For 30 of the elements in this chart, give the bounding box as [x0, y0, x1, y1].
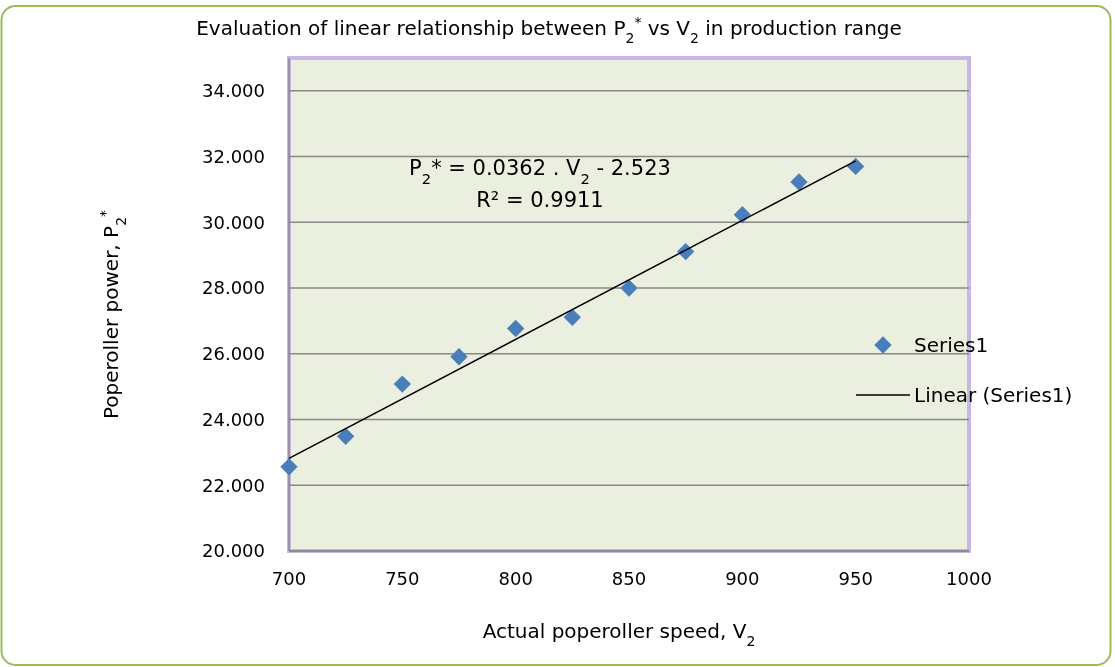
point	[450, 348, 468, 366]
point	[337, 427, 355, 445]
point	[280, 458, 298, 476]
point	[790, 173, 808, 191]
point	[620, 279, 638, 297]
annotation: R² = 0.9911	[476, 188, 604, 212]
x-axis-title: Actual poperoller speed, V$_{2}$	[482, 619, 756, 649]
x-tick-label: 950	[838, 568, 873, 589]
point	[393, 375, 411, 393]
x-tick-label: 850	[611, 568, 647, 589]
x-tick-label: 700	[271, 568, 307, 589]
y-tick-label: 34.000	[202, 80, 265, 102]
x-tick-label: 900	[725, 568, 760, 589]
y-tick-label: 24.000	[202, 408, 265, 430]
annotation: P$_{2}$* = 0.0362 . V$_{2}$ - 2.523	[409, 156, 671, 187]
chart-title: Evaluation of linear relationship between P$_{2}$$^{*}$ vs V$_{2}$ in production range	[196, 14, 902, 46]
point	[563, 308, 581, 326]
x-tick-label: 1000	[946, 568, 992, 589]
x-tick-label: 750	[385, 568, 420, 589]
point	[507, 319, 525, 338]
point	[847, 157, 865, 176]
y-tick-label: 26.000	[202, 343, 265, 365]
y-tick-label: 28.000	[202, 277, 265, 299]
legend-label: Series1	[914, 333, 989, 357]
y-tick-label: 20.000	[202, 540, 265, 562]
y-tick-label: 32.000	[202, 145, 265, 167]
legend-label: Linear (Series1)	[914, 383, 1073, 407]
y-tick-label: 30.000	[202, 211, 265, 233]
y-tick-label: 22.000	[202, 474, 265, 496]
x-tick-label: 800	[498, 568, 533, 589]
